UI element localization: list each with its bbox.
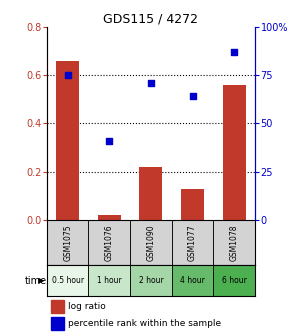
Point xyxy=(149,80,153,86)
Text: 1 hour: 1 hour xyxy=(97,276,122,285)
Bar xyxy=(139,167,162,220)
Bar xyxy=(47,265,88,296)
Text: 4 hour: 4 hour xyxy=(180,276,205,285)
Bar xyxy=(98,215,121,220)
Text: time: time xyxy=(25,276,47,286)
Bar xyxy=(172,220,213,265)
Bar xyxy=(130,220,172,265)
Text: 0.5 hour: 0.5 hour xyxy=(52,276,84,285)
Bar xyxy=(130,265,172,296)
Bar xyxy=(56,61,79,220)
Bar xyxy=(172,265,213,296)
Point xyxy=(65,73,70,78)
Bar xyxy=(213,220,255,265)
Point xyxy=(107,138,112,143)
Text: percentile rank within the sample: percentile rank within the sample xyxy=(68,319,221,328)
Text: GSM1078: GSM1078 xyxy=(230,224,239,261)
Bar xyxy=(223,85,246,220)
Bar xyxy=(88,220,130,265)
Text: GSM1076: GSM1076 xyxy=(105,224,114,261)
Bar xyxy=(181,188,204,220)
Title: GDS115 / 4272: GDS115 / 4272 xyxy=(103,13,198,26)
Point xyxy=(190,94,195,99)
Bar xyxy=(51,317,64,330)
Bar xyxy=(213,265,255,296)
Bar xyxy=(88,265,130,296)
Text: GSM1077: GSM1077 xyxy=(188,224,197,261)
Text: 2 hour: 2 hour xyxy=(139,276,163,285)
Text: GSM1090: GSM1090 xyxy=(146,224,155,261)
Bar xyxy=(51,300,64,313)
Text: GSM1075: GSM1075 xyxy=(63,224,72,261)
Text: log ratio: log ratio xyxy=(68,302,105,311)
Text: 6 hour: 6 hour xyxy=(222,276,246,285)
Point xyxy=(232,49,236,55)
Bar xyxy=(47,220,88,265)
